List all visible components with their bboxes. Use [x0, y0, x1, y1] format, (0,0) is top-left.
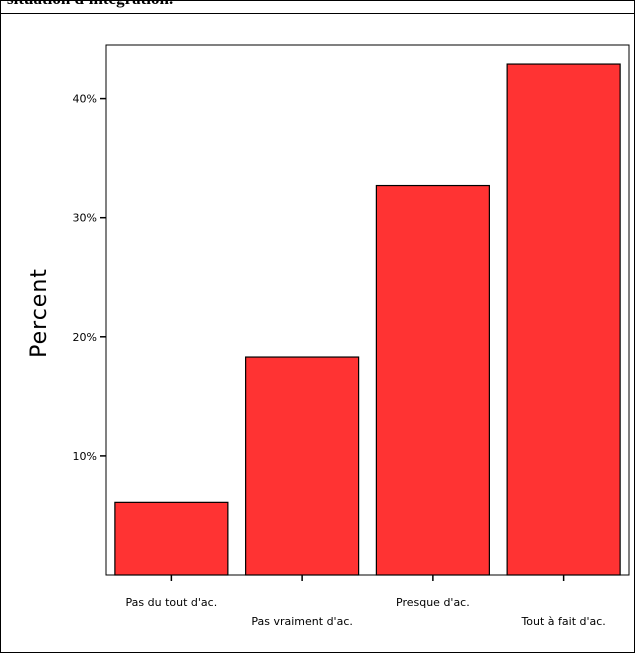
- y-tick-label: 40%: [73, 93, 97, 106]
- figure-caption: situation d'intégration.: [7, 1, 173, 9]
- x-tick-label: Tout à fait d'ac.: [520, 615, 605, 628]
- caption-divider: [1, 13, 634, 14]
- y-tick-label: 20%: [73, 331, 97, 344]
- x-tick-label: Pas du tout d'ac.: [126, 596, 218, 609]
- bar-3: [375, 184, 490, 576]
- y-tick-label: 10%: [73, 450, 97, 463]
- y-axis-label: Percent: [27, 268, 52, 358]
- bar-1: [114, 501, 229, 576]
- y-tick-label: 30%: [73, 212, 97, 225]
- x-tick-label: Pas vraiment d'ac.: [251, 615, 353, 628]
- bar-2: [245, 356, 360, 576]
- bar-4: [506, 63, 621, 576]
- x-tick-label: Presque d'ac.: [396, 596, 470, 609]
